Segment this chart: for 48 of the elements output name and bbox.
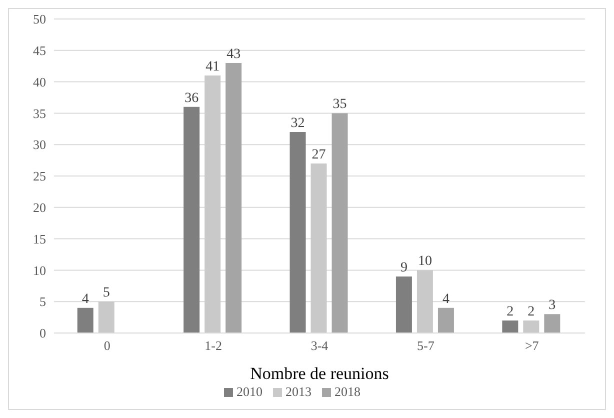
y-tick-label: 25	[33, 168, 46, 184]
x-tick-label: 3-4	[310, 338, 329, 354]
bar	[332, 113, 348, 333]
data-label: 2	[528, 304, 535, 320]
legend-label: 2013	[286, 384, 312, 399]
data-label: 2	[506, 304, 514, 320]
bar	[438, 308, 454, 333]
data-label: 41	[206, 60, 220, 75]
bar	[204, 76, 221, 333]
y-tick-label: 0	[40, 326, 46, 341]
x-tick-label: >7	[524, 338, 540, 354]
y-tick-label: 45	[33, 43, 46, 58]
bar	[310, 163, 327, 333]
y-tick-label: 35	[33, 106, 46, 121]
x-tick-label: 5-7	[417, 338, 435, 354]
bar	[396, 276, 412, 333]
bar	[184, 106, 200, 333]
data-label: 27	[312, 147, 326, 162]
data-label: 5	[102, 286, 110, 301]
bar	[226, 62, 242, 333]
bar	[290, 132, 306, 333]
y-tick-label: 20	[33, 200, 46, 216]
x-axis-title: Nombre de reunions	[250, 364, 389, 383]
data-label: 4	[82, 292, 89, 307]
bar	[77, 308, 94, 333]
data-label: 32	[290, 116, 305, 132]
data-label: 4	[442, 292, 450, 307]
legend-label: 2018	[334, 384, 360, 399]
data-label: 3	[548, 298, 556, 314]
data-label: 10	[418, 254, 432, 270]
y-tick-label: 30	[33, 137, 46, 152]
data-label: 35	[332, 97, 347, 112]
bar	[98, 302, 114, 333]
bar	[544, 314, 560, 333]
y-tick-label: 40	[33, 74, 46, 90]
bar	[502, 320, 518, 333]
x-tick-label: 0	[104, 338, 110, 354]
y-tick-label: 5	[40, 294, 46, 310]
bar	[523, 320, 540, 333]
y-tick-label: 15	[33, 231, 46, 246]
data-label: 36	[184, 90, 199, 106]
bar	[416, 270, 433, 333]
y-tick-label: 10	[33, 262, 46, 278]
data-label: 43	[226, 46, 241, 62]
y-tick-label: 50	[33, 12, 46, 27]
x-tick-label: 1-2	[204, 338, 222, 354]
data-label: 9	[400, 260, 408, 276]
legend-label: 2010	[236, 384, 262, 399]
